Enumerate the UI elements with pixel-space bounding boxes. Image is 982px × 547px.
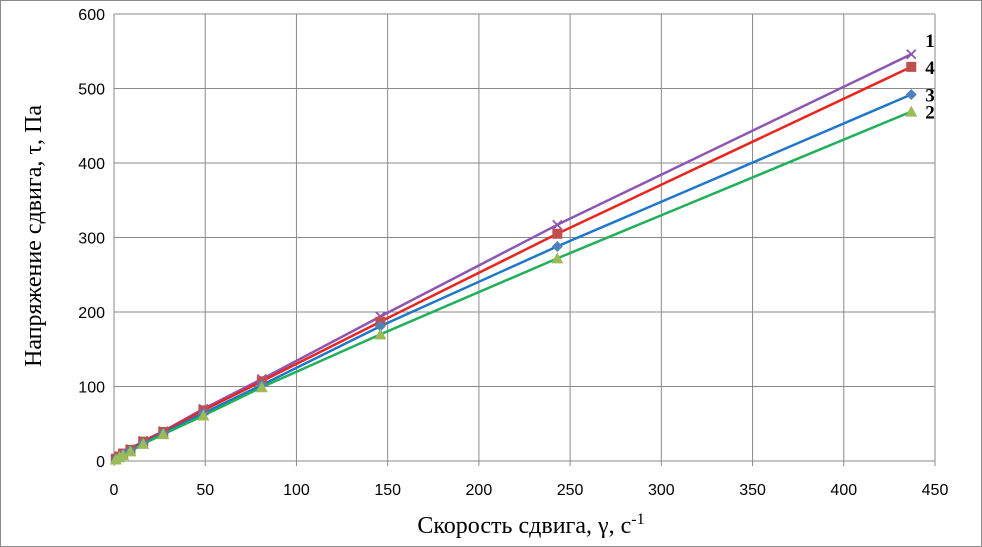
y-tick-label-100: 100 (78, 380, 105, 397)
point-series-1-9 (552, 219, 563, 230)
series-label-1: 1 (925, 31, 935, 52)
x-tick-label-50: 50 (196, 482, 214, 499)
point-series-1-10-stroke-b (906, 49, 917, 60)
x-axis-title: Скорость сдвига, γ, с-1 (417, 511, 644, 539)
series-label-4: 4 (925, 58, 935, 79)
x-tick-labels: 0 50 100 150 200 250 300 350 400 450 (110, 482, 949, 499)
y-tick-labels: 0 100 200 300 400 500 600 (78, 7, 105, 471)
x-tick-label-150: 150 (374, 482, 401, 499)
point-series-2-5 (157, 428, 170, 440)
x-tick-label-300: 300 (648, 482, 675, 499)
series-end-labels: 1 4 32 (925, 31, 935, 123)
point-series-4-9 (552, 228, 563, 239)
y-tick-label-0: 0 (96, 454, 105, 471)
point-series-2-10 (905, 105, 918, 117)
y-tick-label-300: 300 (78, 231, 105, 248)
x-tick-label-400: 400 (830, 482, 857, 499)
point-series-2-7 (255, 381, 268, 393)
series-label-3: 3 (925, 85, 935, 106)
series-lines (115, 53, 912, 461)
point-series-3-9 (551, 240, 563, 252)
x-tick-label-100: 100 (283, 482, 310, 499)
y-tick-label-500: 500 (78, 82, 105, 99)
point-series-2-4 (137, 437, 150, 449)
point-series-2-2 (117, 449, 130, 461)
point-series-1-9-stroke-b (552, 219, 563, 230)
point-series-1-10 (906, 49, 917, 60)
point-series-3-10 (905, 88, 917, 100)
series-label-2: 2 (925, 103, 935, 124)
x-axis-title-text: Скорость сдвига, γ, с (417, 513, 631, 539)
x-tick-label-450: 450 (922, 482, 949, 499)
x-tick-label-200: 200 (466, 482, 493, 499)
x-tick-label-250: 250 (557, 482, 584, 499)
y-tick-label-400: 400 (78, 156, 105, 173)
point-series-2-8 (374, 328, 387, 340)
y-tick-label-600: 600 (78, 7, 105, 24)
y-axis-title: Напряжение сдвига, τ, Па (21, 105, 47, 367)
x-axis-title-superscript: -1 (631, 511, 644, 528)
series-line-2 (115, 110, 912, 461)
point-series-2-3 (124, 445, 137, 457)
point-series-3-8 (374, 320, 386, 332)
point-series-4-10 (906, 61, 917, 72)
series-markers (109, 49, 918, 466)
point-series-2-9 (551, 252, 564, 264)
point-series-2-6 (197, 409, 210, 421)
x-tick-label-0: 0 (110, 482, 119, 499)
x-tick-label-350: 350 (739, 482, 766, 499)
y-tick-label-200: 200 (78, 305, 105, 322)
